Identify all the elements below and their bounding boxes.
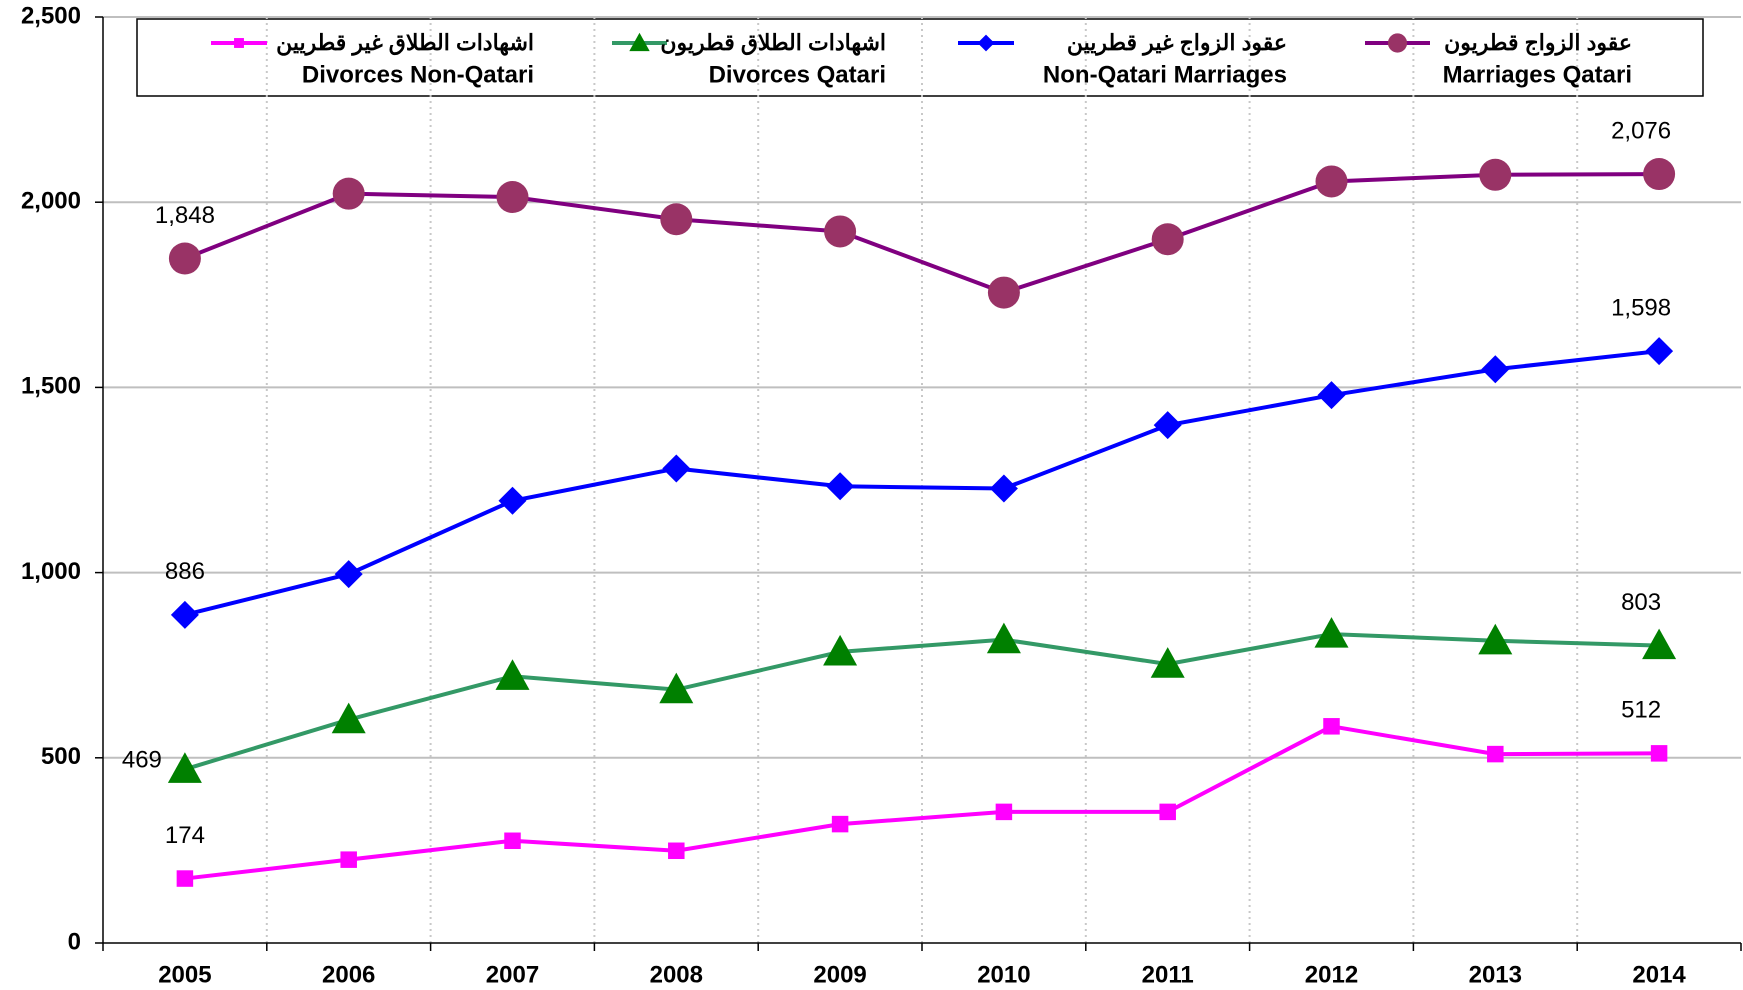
marker [977, 34, 995, 52]
marker [340, 851, 357, 868]
marker [1487, 745, 1504, 763]
marker [824, 215, 857, 248]
legend-label-ar: اشهادات الطلاق قطريون [660, 30, 886, 56]
legend-label: Divorces Non-Qatari [302, 61, 534, 88]
x-tick-label: 2012 [1305, 961, 1358, 988]
y-tick-label: 1,000 [21, 558, 81, 585]
x-tick-label: 2006 [322, 961, 375, 988]
marker [1642, 628, 1677, 660]
series-line [184, 632, 1660, 772]
series-line [184, 724, 1660, 881]
data-label: 512 [1621, 697, 1661, 724]
marker [495, 659, 530, 690]
data-label: 174 [165, 822, 205, 849]
marker [1481, 355, 1510, 384]
legend-label-ar: اشهادات الطلاق غير قطريين [276, 30, 534, 56]
marker [1479, 158, 1512, 191]
marker [331, 702, 366, 734]
marker [1314, 617, 1349, 648]
marker [498, 486, 527, 515]
marker [234, 38, 244, 48]
marker [1315, 165, 1348, 198]
series-line [184, 172, 1660, 295]
legend-label: Marriages Qatari [1443, 61, 1632, 88]
data-label: 803 [1621, 589, 1661, 616]
x-tick-label: 2009 [813, 961, 866, 988]
legend-label-ar: عقود الزواج قطريون [1444, 30, 1632, 56]
marker [1153, 411, 1182, 440]
marker [995, 803, 1013, 821]
marker [168, 242, 201, 275]
x-tick-label: 2014 [1632, 961, 1686, 988]
data-label: 2,076 [1611, 117, 1671, 144]
data-label: 1,848 [155, 202, 215, 229]
marker [176, 870, 194, 887]
marker [986, 622, 1021, 654]
x-tick-label: 2005 [158, 961, 211, 988]
legend-label: Non-Qatari Marriages [1043, 61, 1287, 88]
marker [629, 32, 650, 52]
marker [823, 634, 858, 666]
marker [334, 560, 363, 589]
marker [831, 815, 849, 833]
y-tick-label: 2,500 [21, 2, 81, 29]
marker [504, 832, 521, 850]
series-line [184, 349, 1660, 617]
x-tick-label: 2013 [1469, 961, 1522, 988]
data-label: 1,598 [1611, 294, 1671, 321]
marker [1317, 381, 1346, 410]
marker [167, 752, 202, 783]
marker [987, 276, 1020, 309]
data-label: 469 [122, 747, 162, 774]
marker [668, 842, 685, 860]
x-tick-label: 2007 [486, 961, 539, 988]
y-tick-label: 1,500 [21, 373, 81, 400]
marker [1151, 223, 1184, 256]
data-label: 886 [165, 558, 205, 585]
marker [659, 672, 694, 704]
legend-box [136, 18, 1704, 97]
marker [989, 474, 1018, 503]
y-tick-label: 500 [41, 743, 81, 770]
marker [170, 600, 199, 629]
marker [1643, 158, 1676, 191]
x-tick-label: 2008 [650, 961, 703, 988]
y-tick-label: 0 [68, 928, 81, 955]
marker [826, 472, 855, 501]
legend-label-ar: عقود الزواج غير قطريين [1067, 30, 1287, 56]
marker [1150, 647, 1185, 678]
x-tick-label: 2010 [977, 961, 1030, 988]
marker [1478, 623, 1513, 655]
marker [1323, 718, 1340, 735]
marker [1159, 803, 1176, 821]
y-tick-label: 2,000 [21, 188, 81, 215]
legend-label: Divorces Qatari [709, 61, 886, 88]
marker [332, 177, 365, 210]
marker [660, 203, 693, 236]
marker [662, 454, 691, 483]
marker [1645, 337, 1674, 366]
marker [496, 181, 529, 214]
marker [1650, 745, 1668, 762]
marker [1387, 33, 1408, 53]
x-tick-label: 2011 [1142, 961, 1194, 988]
